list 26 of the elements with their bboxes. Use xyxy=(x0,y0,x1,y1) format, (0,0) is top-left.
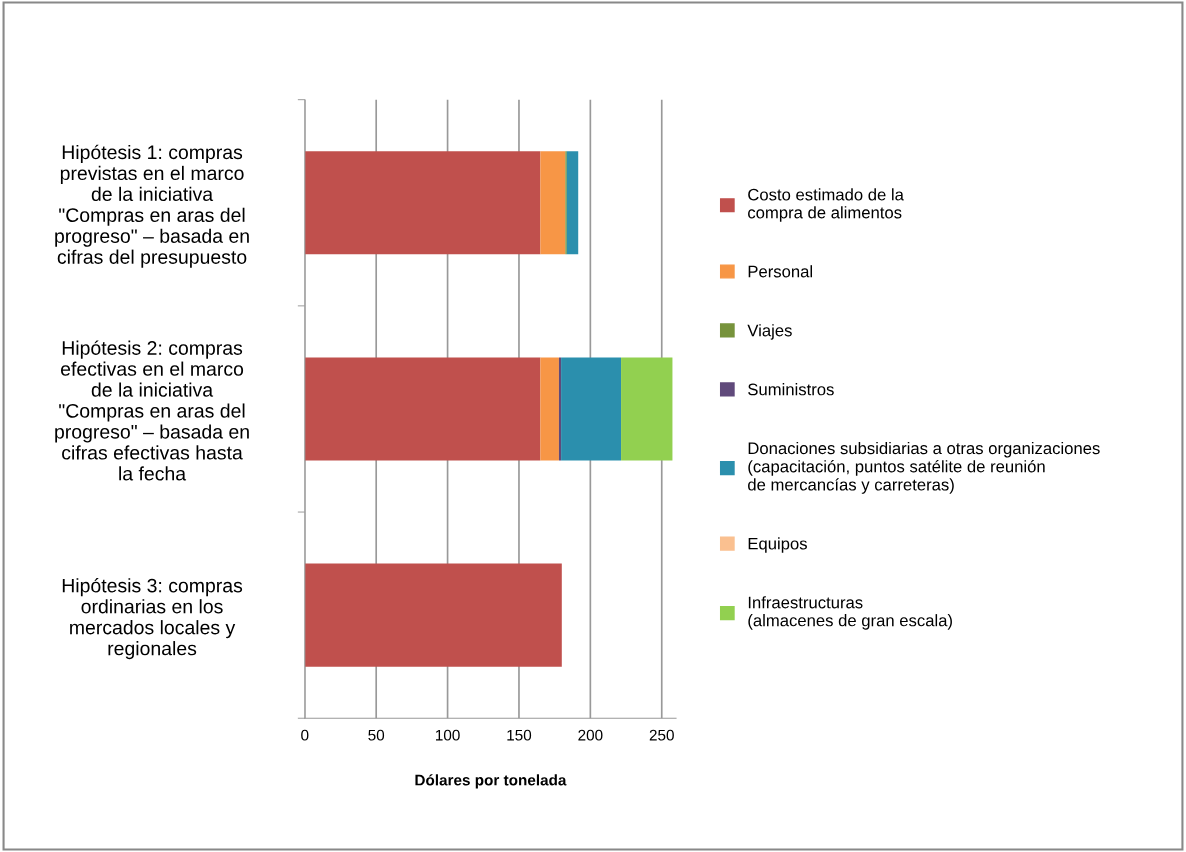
y-tick-label: Hipótesis 3: compras ordinarias en los mercados locales y regionales xyxy=(62,577,243,660)
x-tick-label: 200 xyxy=(578,729,603,741)
x-tick-label: 100 xyxy=(436,729,460,741)
x-tick-label: 150 xyxy=(507,729,532,741)
bar xyxy=(561,357,622,461)
x-tick-label: 0 xyxy=(301,729,309,741)
bar xyxy=(304,151,541,255)
x-tick-label: 250 xyxy=(649,729,674,741)
legend-label: Viajes xyxy=(747,324,792,340)
legend-label: Costo estimado de la compra de alimentos xyxy=(748,188,904,222)
bar xyxy=(540,357,559,461)
y-tick-label: Hipótesis 2: compras efectivas en el marco de la iniciativa "Compras en aras del progreso" – basada en cifras efectivas hasta la fecha xyxy=(55,340,249,481)
legend-label: Infraestructuras (almacenes de gran escala) xyxy=(748,596,952,630)
x-tick-label: 50 xyxy=(368,729,385,741)
bar xyxy=(558,357,562,461)
bar xyxy=(621,357,673,461)
legend-label: Suministros xyxy=(748,383,834,396)
x-axis-title: Dólares por tonelada xyxy=(415,774,567,789)
bar xyxy=(304,357,541,461)
bar xyxy=(304,563,562,667)
bar xyxy=(566,151,579,255)
bar xyxy=(540,151,566,255)
legend-label: Donaciones subsidiarias a otras organizaciones (capacitación, puntos satélite de reunión de mercancías y carreteras) xyxy=(748,441,1100,494)
y-tick-label: Hipótesis 1: compras previstas en el marco de la iniciativa "Compras en aras del progreso" – basada en cifras del presupuesto xyxy=(55,144,249,268)
legend-label: Equipos xyxy=(748,537,807,553)
legend-label: Personal xyxy=(748,265,812,278)
